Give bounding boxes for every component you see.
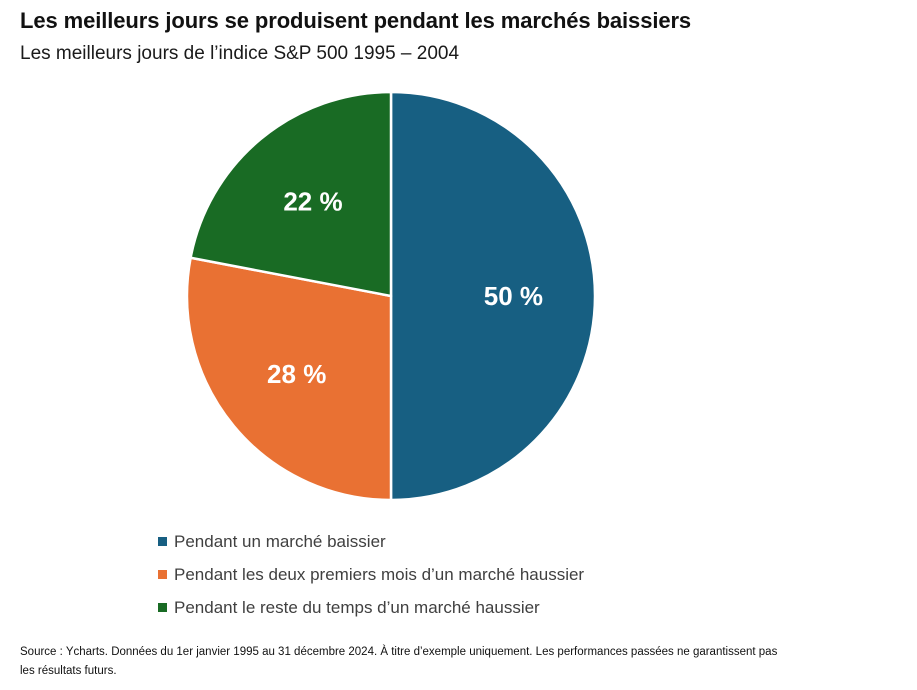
pie-slice-0 — [389, 90, 597, 502]
chart-subtitle: Les meilleurs jours de l’indice S&P 500 … — [20, 43, 460, 64]
legend-swatch-icon — [158, 570, 167, 579]
legend-label: Pendant le reste du temps d’un marché ha… — [174, 597, 540, 617]
slice-value-label-2: 22 % — [283, 187, 342, 217]
legend-item-bear: Pendant un marché baissier — [158, 525, 584, 558]
legend-swatch-icon — [158, 603, 167, 612]
slice-value-label-0: 50 % — [484, 281, 543, 311]
slice-value-label-1: 28 % — [267, 359, 326, 389]
pie-slice-1 — [185, 256, 393, 502]
legend-item-rest-bull: Pendant le reste du temps d’un marché ha… — [158, 591, 584, 624]
legend-swatch-icon — [158, 537, 167, 546]
legend-label: Pendant les deux premiers mois d’un marc… — [174, 564, 585, 584]
source-note: Source : Ycharts. Données du 1er janvier… — [20, 646, 778, 677]
legend-label: Pendant un marché baissier — [174, 531, 386, 551]
pie-slice-2 — [189, 90, 393, 298]
chart-title: Les meilleurs jours se produisent pendan… — [20, 8, 692, 33]
legend-item-early-bull: Pendant les deux premiers mois d’un marc… — [158, 558, 584, 591]
legend: Pendant un marché baissier Pendant les d… — [158, 525, 584, 624]
